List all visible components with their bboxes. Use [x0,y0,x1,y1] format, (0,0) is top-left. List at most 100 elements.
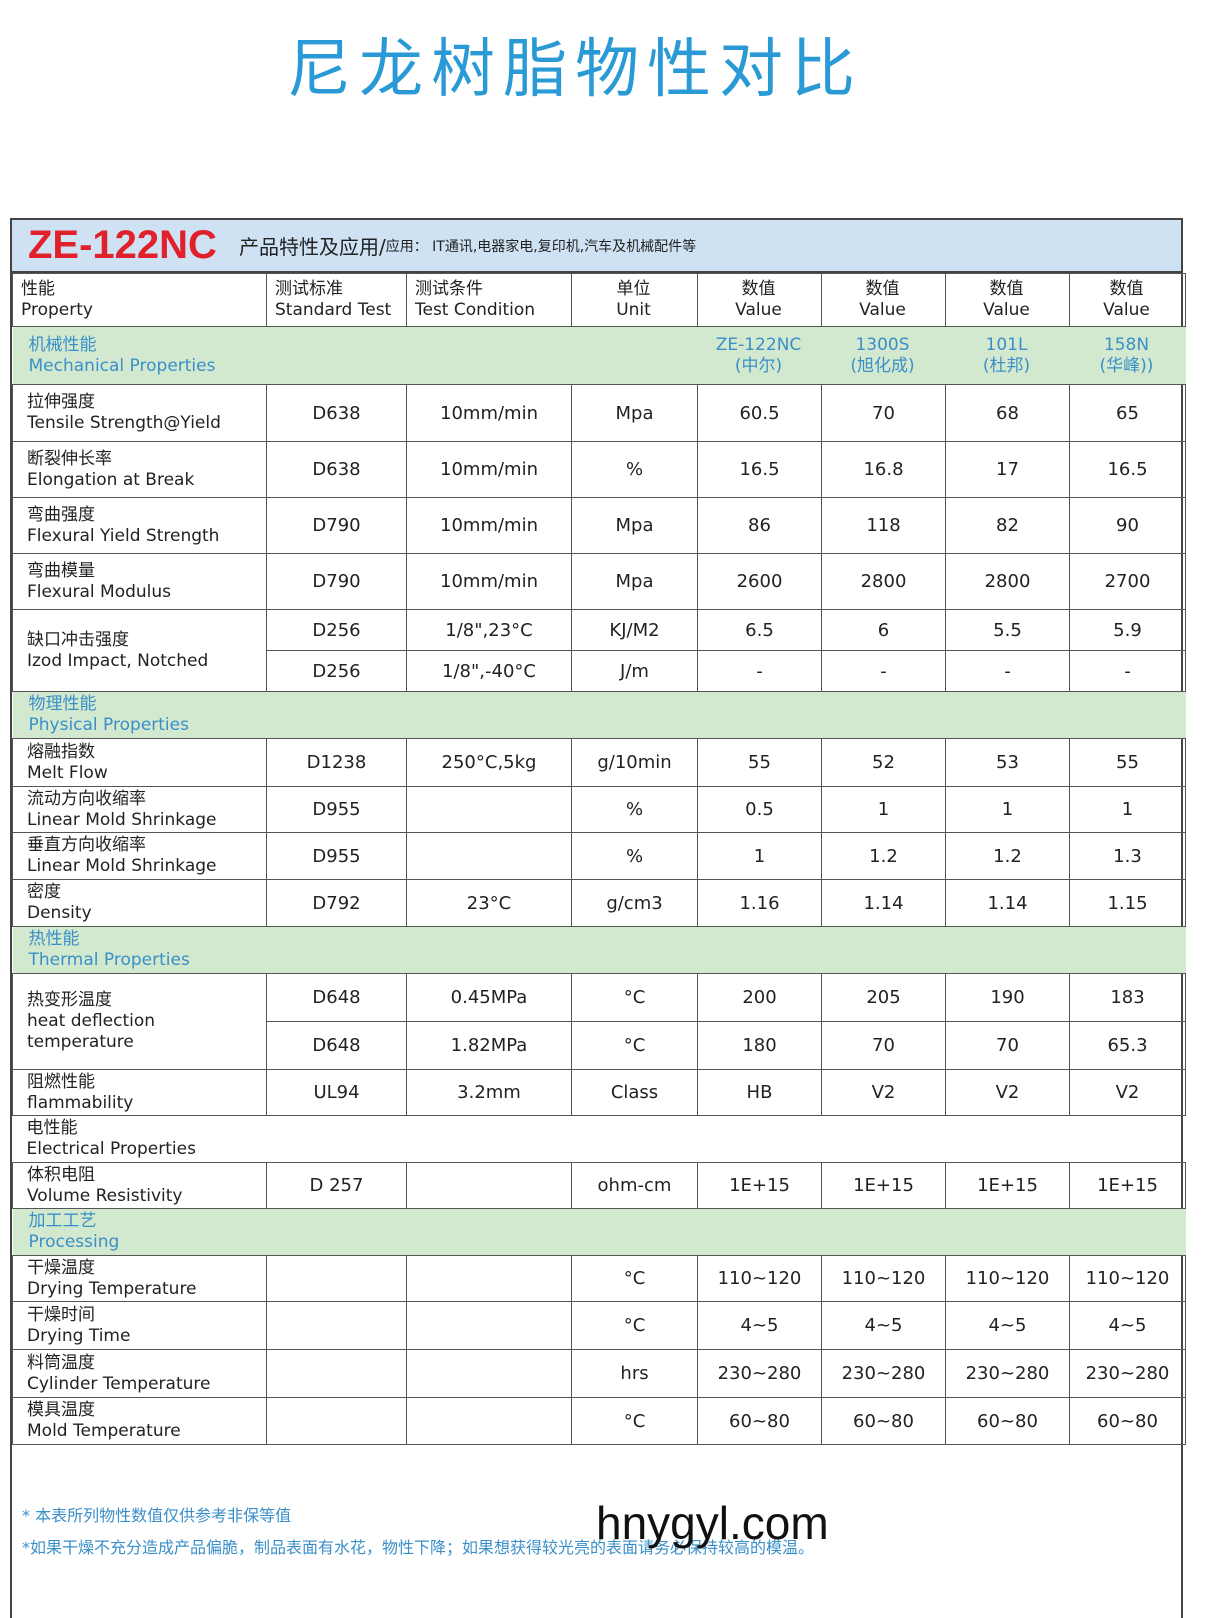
standard [266,1397,407,1445]
cell-line: flammability [27,1092,134,1113]
value-158n: 183 [1069,973,1186,1022]
unit: % [571,832,698,880]
cell-line: 弯曲模量 [27,560,95,581]
table-row: 缺口冲击强度 Izod Impact, Notched D256 1/8",23°C K… [12,609,1186,692]
value-ze122nc: 86 [697,497,822,554]
value-158n: 90 [1069,497,1186,554]
property-name: 干燥温度 Drying Temperature [12,1255,267,1302]
property-name: 流动方向收缩率 Linear Mold Shrinkage [12,786,267,833]
value-158n: V2 [1069,1069,1186,1116]
value-ze122nc: 1 [697,832,822,880]
standard [266,1349,407,1398]
unit: % [571,441,698,498]
product-banner: ZE-122NC 产品特性及应用/ 应用： IT通讯,电器家电,复印机,汽车及机… [12,220,1181,273]
cell-line: Value [735,300,782,320]
table-row: 料筒温度 Cylinder Temperature hrs 230~280 230~28… [12,1349,1186,1398]
property-name: 弯曲模量 Flexural Modulus [12,553,267,610]
section-title: 物理性能 Physical Properties [12,691,1186,739]
cell-line: 流动方向收缩率 [27,788,146,809]
table-row: 密度 Density D792 23°C g/cm3 1.16 1.14 1.14 1.15 [12,879,1186,927]
property-name: 垂直方向收缩率 Linear Mold Shrinkage [12,832,267,880]
standard: D638 [266,441,407,498]
section-header: 热性能 Thermal Properties [12,926,1186,974]
section-title: 电性能 Electrical Properties [12,1115,1186,1163]
standard: D1238 [266,738,407,787]
value-101l: 53 [945,738,1070,787]
cell-line: (旭化成) [850,355,915,376]
value-101l: 17 [945,441,1070,498]
cell-line: 性能 [21,279,55,299]
value-ze122nc: 110~120 [697,1255,822,1302]
standard: D648 [266,973,407,1022]
column-header: 数值 Value [821,273,946,327]
cell-line: 1300S [855,334,910,355]
cell-line: 料筒温度 [27,1352,95,1373]
cell-line: Property [21,300,93,320]
cell-line: heat deflection temperature [27,1011,156,1052]
cell-line: Linear Mold Shrinkage [27,809,217,830]
value-101l: 1.2 [945,832,1070,880]
table-row: 拉伸强度 Tensile Strength@Yield D638 10mm/min Mp… [12,384,1186,442]
value-101l: 60~80 [945,1397,1070,1445]
property-name: 干燥时间 Drying Time [12,1301,267,1350]
property-name: 密度 Density [12,879,267,927]
unit: ohm-cm [571,1162,698,1209]
value-101l: 2800 [945,553,1070,610]
cell-line: 体积电阻 [27,1164,95,1185]
value-101l: 1E+15 [945,1162,1070,1209]
cell-line: Cylinder Temperature [27,1373,211,1394]
value-101l: V2 [945,1069,1070,1116]
cell-line: 弯曲强度 [27,504,95,525]
value-1300s: 1E+15 [821,1162,946,1209]
column-header: 数值 Value [945,273,1070,327]
table-row: 热变形温度 heat deflection temperature D648 0.45… [12,973,1186,1070]
property-name: 模具温度 Mold Temperature [12,1397,267,1445]
column-header: 数值 Value [1069,273,1186,327]
condition: 10mm/min [406,384,572,442]
value-101l: 70 [945,1021,1070,1070]
table-row: D256 1/8",-40°C J/m - - - - [13,650,1186,692]
standard: D792 [266,879,407,927]
unit: hrs [571,1349,698,1398]
column-header: 测试条件 Test Condition [406,273,572,327]
property-name: 热变形温度 heat deflection temperature [12,973,267,1070]
value-1300s: 230~280 [821,1349,946,1398]
property-name: 拉伸强度 Tensile Strength@Yield [12,384,267,442]
property-name: 缺口冲击强度 Izod Impact, Notched [12,609,267,692]
value-ze122nc: - [697,650,822,692]
value-1300s: 1.14 [821,879,946,927]
value-101l: - [945,650,1070,692]
table-row: 干燥时间 Drying Time °C 4~5 4~5 4~5 4~5 [12,1301,1186,1350]
cell-line: 测试条件 [415,279,483,299]
table-row: 模具温度 Mold Temperature °C 60~80 60~80 60~80 60~… [12,1397,1186,1445]
standard: D638 [266,384,407,442]
section-header: 物理性能 Physical Properties [12,691,1186,739]
value-1300s: 60~80 [821,1397,946,1445]
standard: D256 [266,609,407,651]
value-158n: 5.9 [1069,609,1186,651]
cell-line: Flexural Yield Strength [27,525,220,546]
value-ze122nc: 16.5 [697,441,822,498]
unit: J/m [571,650,698,692]
property-table: ZE-122NC 产品特性及应用/ 应用： IT通讯,电器家电,复印机,汽车及机… [10,218,1186,1618]
unit: g/10min [571,738,698,787]
value-ze122nc: 1.16 [697,879,822,927]
cell-line: 数值 [989,279,1024,299]
footnote: *如果干燥不充分造成产品偏脆，制品表面有水花，物性下降；如果想获得较光亮的表面请… [22,1538,815,1557]
cell-line: Standard Test [275,300,392,320]
unit: Class [571,1069,698,1116]
condition [406,1301,572,1350]
value-ze122nc: 1E+15 [697,1162,822,1209]
model-name: ZE-122NC [28,223,217,267]
standard: D790 [266,497,407,554]
features-label: 产品特性及应用/ [238,235,386,259]
standard: D955 [266,832,407,880]
condition [406,1397,572,1445]
cell-line: Flexural Modulus [27,581,172,602]
cell-line: Physical Properties [28,715,189,735]
value-158n: 65.3 [1069,1021,1186,1070]
unit: °C [571,1021,698,1070]
condition: 10mm/min [406,441,572,498]
cell-line: Melt Flow [27,762,108,783]
standard: D256 [266,650,407,692]
